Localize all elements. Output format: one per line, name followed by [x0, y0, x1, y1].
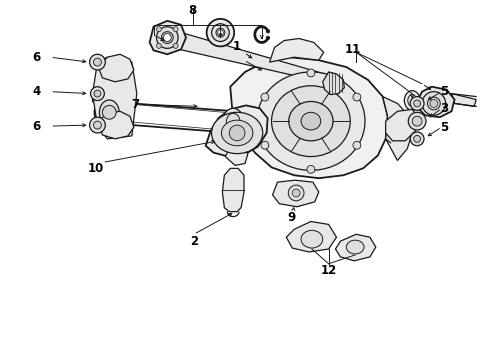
- Text: 9: 9: [287, 211, 295, 224]
- Text: 2: 2: [190, 235, 198, 248]
- Text: 12: 12: [320, 264, 337, 277]
- Polygon shape: [323, 72, 344, 95]
- Polygon shape: [93, 57, 137, 139]
- Text: 7: 7: [131, 98, 139, 111]
- Circle shape: [307, 69, 315, 77]
- Text: 8: 8: [189, 4, 197, 18]
- Polygon shape: [98, 54, 134, 82]
- Text: 6: 6: [32, 120, 41, 132]
- Circle shape: [173, 44, 178, 48]
- Circle shape: [91, 87, 104, 100]
- Polygon shape: [383, 96, 412, 161]
- Ellipse shape: [408, 95, 416, 107]
- Circle shape: [414, 100, 420, 107]
- Circle shape: [156, 44, 161, 48]
- Polygon shape: [272, 180, 319, 207]
- Ellipse shape: [161, 32, 173, 44]
- Circle shape: [307, 165, 315, 173]
- Polygon shape: [206, 105, 268, 157]
- Circle shape: [90, 117, 105, 133]
- Circle shape: [261, 141, 269, 149]
- Ellipse shape: [156, 27, 178, 48]
- Text: 11: 11: [345, 43, 361, 56]
- Circle shape: [267, 30, 270, 33]
- Circle shape: [229, 125, 245, 141]
- Circle shape: [94, 90, 101, 97]
- Circle shape: [267, 36, 270, 39]
- Text: 3: 3: [441, 102, 449, 115]
- Ellipse shape: [427, 97, 440, 110]
- Polygon shape: [286, 221, 337, 252]
- Circle shape: [288, 185, 304, 201]
- Ellipse shape: [95, 94, 124, 131]
- Polygon shape: [149, 21, 186, 54]
- Circle shape: [353, 141, 361, 149]
- Text: 10: 10: [87, 162, 103, 175]
- Ellipse shape: [301, 112, 321, 130]
- Ellipse shape: [226, 113, 240, 131]
- Circle shape: [410, 96, 424, 110]
- Circle shape: [94, 121, 101, 129]
- Text: 5: 5: [441, 85, 449, 98]
- Ellipse shape: [207, 19, 234, 46]
- Ellipse shape: [404, 91, 420, 110]
- Ellipse shape: [422, 92, 446, 115]
- Circle shape: [410, 132, 424, 146]
- Polygon shape: [452, 94, 476, 107]
- Polygon shape: [93, 79, 130, 108]
- Polygon shape: [98, 111, 134, 139]
- Ellipse shape: [212, 24, 229, 41]
- Text: 6: 6: [32, 51, 41, 64]
- Circle shape: [412, 116, 422, 126]
- Circle shape: [90, 54, 105, 70]
- Polygon shape: [336, 234, 376, 261]
- Circle shape: [173, 27, 178, 32]
- Circle shape: [261, 93, 269, 101]
- Ellipse shape: [271, 86, 350, 157]
- Polygon shape: [225, 149, 248, 165]
- Ellipse shape: [216, 28, 225, 37]
- Ellipse shape: [222, 108, 244, 136]
- Text: 1: 1: [233, 40, 241, 53]
- Circle shape: [408, 112, 426, 130]
- Text: 4: 4: [32, 85, 41, 98]
- Ellipse shape: [346, 240, 364, 254]
- Ellipse shape: [221, 120, 253, 146]
- Polygon shape: [386, 109, 417, 141]
- Circle shape: [218, 30, 223, 36]
- Ellipse shape: [301, 230, 323, 248]
- Ellipse shape: [257, 72, 365, 170]
- Circle shape: [156, 27, 161, 32]
- Polygon shape: [222, 168, 244, 212]
- Circle shape: [94, 58, 101, 66]
- Circle shape: [353, 93, 361, 101]
- Circle shape: [414, 135, 420, 142]
- Ellipse shape: [212, 112, 263, 154]
- Polygon shape: [270, 39, 324, 62]
- Ellipse shape: [289, 102, 333, 141]
- Circle shape: [430, 99, 438, 107]
- Circle shape: [102, 105, 116, 119]
- Circle shape: [292, 189, 300, 197]
- Polygon shape: [417, 87, 455, 117]
- Ellipse shape: [99, 100, 119, 125]
- Text: 5: 5: [441, 121, 449, 134]
- Polygon shape: [230, 57, 388, 178]
- Circle shape: [163, 33, 171, 41]
- Polygon shape: [156, 30, 339, 85]
